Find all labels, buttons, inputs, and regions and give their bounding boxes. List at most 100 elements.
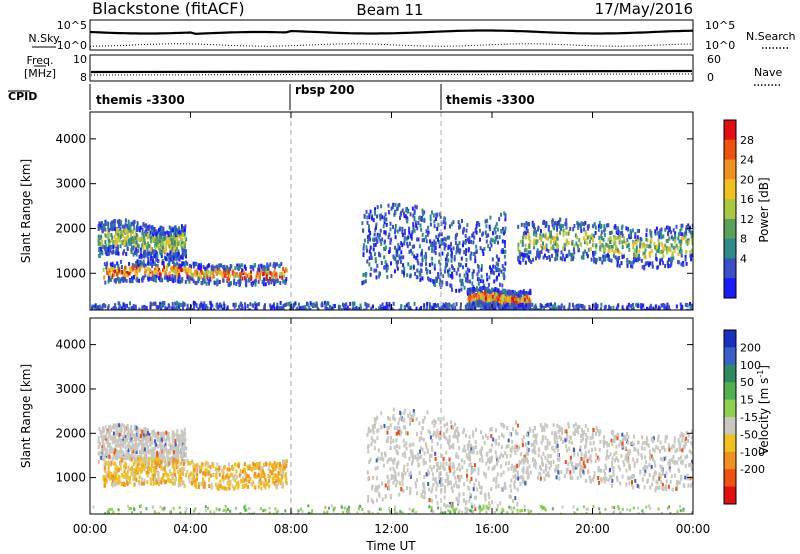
data-cell bbox=[182, 453, 185, 458]
data-cell bbox=[425, 267, 428, 272]
data-cell bbox=[683, 232, 686, 237]
data-cell bbox=[677, 236, 680, 241]
data-cell bbox=[450, 304, 453, 309]
data-cell bbox=[509, 305, 512, 310]
data-cell bbox=[226, 276, 229, 281]
data-cell bbox=[381, 237, 384, 242]
data-cell bbox=[261, 264, 264, 269]
data-cell bbox=[388, 302, 391, 307]
data-cell bbox=[619, 236, 622, 241]
data-cell bbox=[528, 294, 530, 299]
data-cell bbox=[368, 262, 371, 267]
data-cell bbox=[445, 282, 448, 287]
data-cell bbox=[594, 302, 597, 307]
data-cell bbox=[141, 305, 144, 310]
data-cell bbox=[315, 302, 318, 307]
data-cell bbox=[608, 304, 610, 309]
data-cell bbox=[362, 253, 365, 257]
data-cell bbox=[160, 308, 163, 310]
data-cell bbox=[232, 273, 235, 278]
data-cell bbox=[560, 250, 563, 255]
data-cell bbox=[185, 270, 188, 275]
data-cell bbox=[183, 466, 186, 471]
data-cell bbox=[448, 235, 451, 240]
data-cell bbox=[309, 301, 312, 306]
data-cell bbox=[542, 255, 545, 260]
data-cell bbox=[320, 303, 323, 308]
data-cell bbox=[545, 247, 548, 252]
data-cell bbox=[502, 231, 505, 236]
beam-title: Beam 11 bbox=[356, 1, 423, 19]
data-cell bbox=[493, 292, 496, 296]
data-cell bbox=[175, 237, 178, 242]
data-cell bbox=[533, 242, 535, 247]
data-cell bbox=[667, 232, 670, 237]
data-cell bbox=[147, 257, 150, 262]
data-cell bbox=[187, 461, 190, 466]
data-cell bbox=[453, 257, 456, 262]
data-cell bbox=[223, 303, 226, 308]
nsearch-trace bbox=[90, 43, 694, 47]
data-cell bbox=[304, 305, 307, 309]
data-cell bbox=[171, 241, 174, 246]
data-cell bbox=[488, 301, 491, 305]
data-cell bbox=[569, 227, 572, 231]
data-cell bbox=[573, 250, 576, 255]
data-cell bbox=[141, 429, 144, 434]
data-cell bbox=[618, 250, 621, 255]
data-cell bbox=[525, 298, 527, 303]
data-cell bbox=[595, 260, 597, 265]
data-cell bbox=[466, 272, 469, 277]
data-cell bbox=[441, 251, 444, 256]
data-cell bbox=[241, 276, 244, 281]
data-cell bbox=[238, 263, 241, 268]
data-cell bbox=[372, 247, 375, 252]
data-cell bbox=[172, 437, 175, 442]
data-cell bbox=[528, 303, 531, 308]
data-cell bbox=[116, 236, 119, 241]
data-cell bbox=[144, 436, 147, 441]
data-cell bbox=[581, 222, 584, 227]
data-cell bbox=[455, 232, 458, 237]
data-cell bbox=[97, 440, 100, 445]
data-cell bbox=[282, 266, 285, 271]
data-cell bbox=[109, 272, 112, 277]
data-cell bbox=[172, 253, 175, 258]
data-cell bbox=[174, 275, 177, 280]
data-cell bbox=[207, 461, 209, 466]
data-cell bbox=[488, 224, 491, 229]
data-cell bbox=[105, 452, 108, 456]
data-cell bbox=[396, 207, 399, 211]
data-cell bbox=[168, 255, 171, 260]
data-cell bbox=[116, 423, 119, 428]
data-cell bbox=[179, 302, 182, 307]
data-cell bbox=[589, 239, 591, 244]
data-cell bbox=[529, 300, 532, 305]
data-cell bbox=[480, 274, 483, 279]
data-cell bbox=[547, 224, 550, 229]
data-cell bbox=[472, 269, 475, 274]
data-cell bbox=[257, 274, 259, 279]
data-cell bbox=[155, 433, 158, 438]
data-cell bbox=[170, 256, 173, 261]
data-cell bbox=[119, 454, 122, 459]
data-cell bbox=[174, 270, 177, 275]
data-cell bbox=[131, 230, 134, 234]
data-cell bbox=[162, 453, 165, 458]
data-cell bbox=[160, 437, 163, 442]
data-cell bbox=[152, 256, 154, 260]
data-cell bbox=[155, 266, 158, 271]
data-cell bbox=[689, 225, 691, 230]
data-cell bbox=[106, 454, 109, 459]
data-cell bbox=[400, 210, 403, 215]
data-cell bbox=[168, 277, 171, 281]
data-cell bbox=[168, 304, 170, 309]
data-cell bbox=[135, 265, 138, 270]
data-cell bbox=[369, 245, 372, 250]
data-cell bbox=[209, 470, 212, 475]
data-cell bbox=[267, 270, 270, 275]
data-cell bbox=[273, 306, 276, 310]
data-cell bbox=[108, 452, 111, 457]
data-cell bbox=[622, 308, 625, 310]
data-cell bbox=[154, 301, 157, 306]
